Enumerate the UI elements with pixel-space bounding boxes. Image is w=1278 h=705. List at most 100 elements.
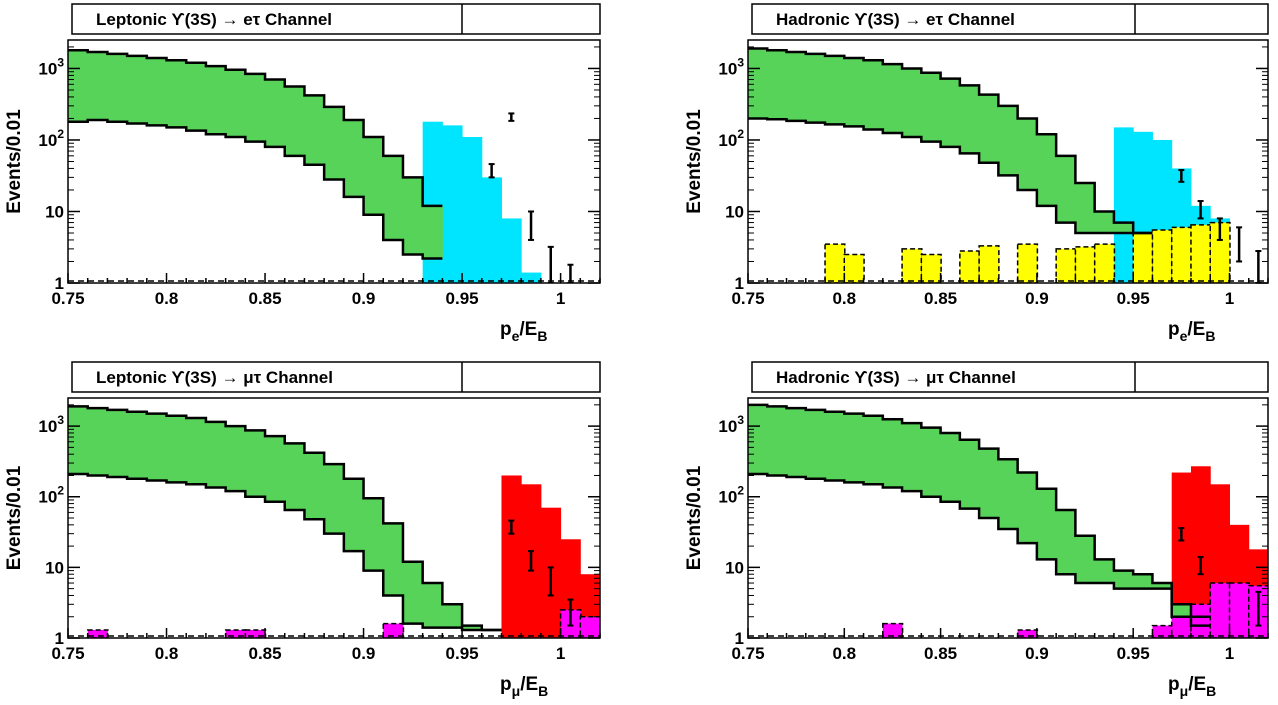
x-tick-label: 0.95 bbox=[1117, 644, 1150, 663]
signal-bar bbox=[1190, 466, 1211, 638]
panel-title: Hadronic ϒ(3S) → μτ Channel bbox=[776, 368, 1016, 387]
extra-background-bar bbox=[843, 253, 865, 283]
y-tick-label: 102 bbox=[38, 484, 64, 507]
signal-bar bbox=[1171, 472, 1192, 638]
extra-background-bar bbox=[1267, 598, 1268, 638]
background-band-bin bbox=[844, 58, 865, 127]
extra-background-bar bbox=[224, 629, 247, 638]
background-band-bin bbox=[422, 583, 443, 628]
background-band-bin bbox=[1075, 183, 1096, 234]
x-tick-label: 1 bbox=[1225, 644, 1234, 663]
histogram-step-line bbox=[68, 472, 502, 632]
background-band-bin bbox=[383, 523, 404, 596]
extra-background-bar bbox=[86, 629, 109, 638]
x-tick-label: 0.75 bbox=[731, 289, 764, 308]
background-band-bin bbox=[343, 478, 365, 552]
background-band-bin bbox=[383, 155, 404, 240]
background-band-bin bbox=[166, 60, 187, 128]
x-tick-label: 0.95 bbox=[446, 289, 479, 308]
extra-background-bar bbox=[1228, 582, 1250, 638]
background-band-bin bbox=[87, 408, 108, 476]
background-band-bin bbox=[343, 120, 365, 197]
x-tick-label: 0.95 bbox=[446, 644, 479, 663]
background-band-bin bbox=[265, 436, 286, 502]
x-axis-title: pμ/EB bbox=[500, 674, 548, 699]
x-tick-label: 0.75 bbox=[51, 644, 84, 663]
background-band-bin bbox=[363, 498, 384, 571]
y-tick-label: 1 bbox=[735, 629, 744, 648]
extra-background-bar bbox=[1209, 582, 1231, 638]
background-band-bin bbox=[959, 439, 980, 509]
background-band-bin bbox=[68, 406, 89, 474]
background-band-bin bbox=[166, 415, 187, 483]
y-tick-label: 102 bbox=[718, 484, 744, 507]
histogram-step-line bbox=[68, 118, 443, 260]
background-band-bin bbox=[127, 55, 148, 124]
y-tick-label: 1 bbox=[55, 274, 64, 293]
background-band-bin bbox=[1056, 155, 1076, 223]
chart-panel-2: 0.75 0.8 0.85 0.9 0.95 1 1 10 102 103 Events/0.01 p… bbox=[4, 361, 640, 699]
background-band-bin bbox=[1094, 559, 1115, 584]
background-band-bin bbox=[805, 409, 826, 479]
background-band-bin bbox=[265, 79, 286, 147]
extra-background-bar bbox=[901, 248, 923, 283]
panel-title: Hadronic ϒ(3S) → eτ Channel bbox=[776, 10, 1015, 29]
background-band-bin bbox=[127, 411, 148, 479]
y-tick-label: 103 bbox=[38, 413, 64, 436]
x-tick-label: 1 bbox=[556, 289, 565, 308]
y-axis-title: Events/0.01 bbox=[684, 465, 705, 570]
title-box bbox=[751, 3, 1269, 35]
signal-bar bbox=[501, 218, 522, 283]
background-band-bin bbox=[402, 177, 424, 255]
histogram-step-line bbox=[68, 405, 502, 632]
y-tick-label: 10 bbox=[725, 202, 744, 221]
background-band-bin bbox=[1171, 604, 1192, 617]
title-box bbox=[751, 361, 1269, 393]
extra-background-bar bbox=[1016, 243, 1039, 283]
background-band-bin bbox=[146, 413, 168, 481]
background-band-bin bbox=[442, 604, 463, 628]
background-band-bin bbox=[940, 78, 961, 147]
background-band-bin bbox=[825, 411, 845, 481]
x-tick-label: 0.9 bbox=[352, 644, 376, 663]
extra-background-bar bbox=[1093, 243, 1116, 283]
background-band-bin bbox=[767, 406, 788, 476]
chart-panel-1: 0.75 0.8 0.85 0.9 0.95 1 1 10 102 103 Events/0.01 p… bbox=[684, 3, 1269, 344]
background-band-bin bbox=[225, 426, 246, 492]
signal-bar bbox=[620, 632, 640, 638]
panel-title: Leptonic ϒ(3S) → eτ Channel bbox=[96, 10, 332, 29]
extra-background-bar bbox=[1170, 226, 1193, 283]
background-band-bin bbox=[1113, 570, 1134, 589]
y-tick-label: 1 bbox=[55, 629, 64, 648]
background-band-bin bbox=[786, 51, 807, 121]
x-tick-label: 0.75 bbox=[731, 644, 764, 663]
histogram-step-line bbox=[748, 47, 1153, 235]
y-axis-title: Events/0.01 bbox=[4, 109, 25, 214]
x-tick-label: 0.8 bbox=[832, 289, 856, 308]
background-band-bin bbox=[979, 448, 999, 518]
background-band-bin bbox=[805, 53, 826, 123]
x-tick-label: 1 bbox=[556, 644, 565, 663]
y-tick-label: 103 bbox=[38, 55, 64, 78]
background-band-bin bbox=[107, 53, 128, 122]
background-band-bin bbox=[324, 464, 345, 534]
plot-area bbox=[68, 48, 600, 283]
background-band-bin bbox=[1056, 509, 1076, 575]
background-band-bin bbox=[186, 418, 207, 485]
extra-background-bar bbox=[1151, 229, 1173, 283]
y-tick-label: 10 bbox=[45, 558, 64, 577]
signal-bar bbox=[462, 137, 483, 283]
extra-background-bar bbox=[882, 622, 904, 638]
background-band-bin bbox=[245, 430, 266, 497]
y-tick-label: 102 bbox=[38, 127, 64, 150]
extra-background-bar bbox=[1074, 246, 1096, 283]
background-band-bin bbox=[1133, 574, 1153, 589]
background-band-bin bbox=[205, 421, 227, 488]
signal-bar bbox=[521, 272, 542, 283]
x-tick-label: 0.9 bbox=[1025, 289, 1049, 308]
x-tick-label: 0.9 bbox=[352, 289, 376, 308]
x-axis-title: pe/EB bbox=[1168, 319, 1215, 344]
plot-area bbox=[748, 403, 1268, 638]
extra-background-bar bbox=[959, 250, 981, 283]
